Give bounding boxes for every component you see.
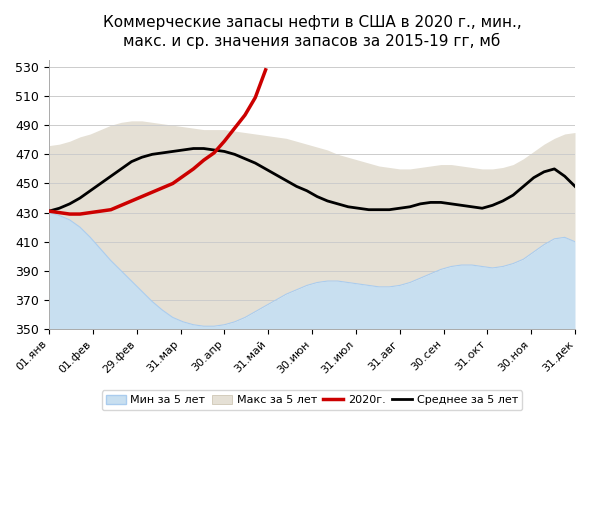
Title: Коммерческие запасы нефти в США в 2020 г., мин.,
макс. и ср. значения запасов за: Коммерческие запасы нефти в США в 2020 г… — [103, 15, 522, 49]
Legend: Мин за 5 лет, Макс за 5 лет, 2020г., Среднее за 5 лет: Мин за 5 лет, Макс за 5 лет, 2020г., Сре… — [101, 391, 523, 410]
